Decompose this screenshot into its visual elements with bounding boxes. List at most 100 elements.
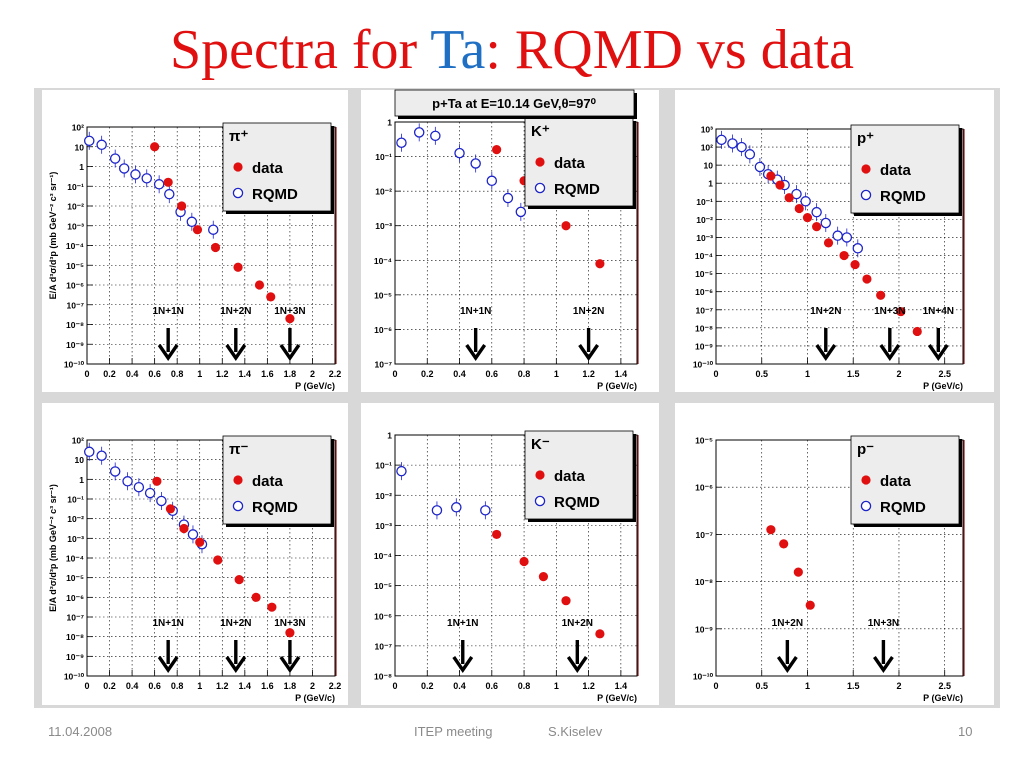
rqmd-point — [502, 192, 514, 204]
y-tick-label: 10² — [72, 123, 84, 133]
threshold-arrow-head — [465, 344, 487, 361]
data-point — [784, 193, 794, 203]
y-tick-label: 10⁻⁷ — [375, 641, 393, 651]
y-tick-label: 10⁻³ — [67, 221, 84, 231]
plot-frame — [715, 439, 964, 677]
y-tick-label: 10⁻⁹ — [66, 652, 84, 662]
rqmd-point — [396, 465, 407, 477]
legend-data-label: data — [554, 468, 586, 485]
data-point — [839, 250, 849, 261]
y-tick-label: 10⁻⁴ — [374, 551, 392, 561]
x-tick-label: 1.8 — [284, 369, 297, 379]
y-tick-label: 10⁻⁶ — [374, 325, 392, 335]
legend-rqmd-label: RQMD — [554, 181, 600, 198]
legend-rqmd-marker — [232, 500, 244, 512]
slide-title: Spectra for Ta: RQMD vs data — [0, 18, 1024, 82]
y-tick-label: 1 — [79, 475, 84, 485]
legend-data-label: data — [252, 160, 284, 177]
threshold-arrow-head — [279, 656, 301, 673]
data-point — [595, 259, 605, 269]
y-tick-label: 10⁻⁷ — [696, 305, 714, 315]
y-tick-label: 10⁻¹⁰ — [64, 672, 85, 682]
x-tick-label: 0.8 — [171, 681, 184, 691]
y-tick-label: 10² — [72, 436, 84, 446]
x-tick-label: 0.6 — [486, 369, 499, 379]
x-axis-label: P (GeV/c) — [597, 381, 637, 391]
y-tick-label: 10 — [75, 455, 85, 465]
rqmd-point — [431, 505, 443, 516]
y-tick-label: 10⁻¹ — [375, 461, 392, 471]
legend-rqmd-marker — [860, 189, 872, 201]
y-tick-label: 10² — [701, 143, 713, 153]
x-tick-label: 1 — [197, 369, 202, 379]
y-tick-label: 10⁻¹ — [67, 182, 84, 192]
threshold-label: 1N+3N — [874, 306, 905, 317]
data-point — [793, 567, 803, 577]
x-tick-label: 0.2 — [103, 369, 116, 379]
threshold-arrow-head — [578, 344, 599, 361]
title-prefix: Spectra for — [169, 19, 431, 81]
x-tick-label: 0.4 — [453, 369, 466, 379]
y-tick-label: 10⁻³ — [67, 534, 84, 544]
y-tick-label: 10⁻¹ — [375, 152, 392, 162]
threshold-arrow-head — [452, 656, 474, 673]
data-point — [794, 203, 804, 214]
x-tick-label: 1.2 — [582, 369, 595, 379]
y-axis-label: E/A d³σ/d³p (mb GeV⁻² c³ sr⁻¹) — [48, 484, 58, 612]
data-point — [519, 556, 529, 567]
legend-rqmd-marker — [232, 187, 244, 199]
x-tick-label: 1.2 — [582, 681, 595, 691]
y-tick-label: 10⁻⁹ — [695, 341, 713, 351]
x-tick-label: 1.6 — [261, 369, 274, 379]
rqmd-point — [413, 127, 425, 138]
threshold-arrow-head — [225, 656, 247, 673]
rqmd-point — [852, 243, 864, 254]
rqmd-point — [144, 487, 156, 499]
x-tick-label: 1.4 — [615, 369, 628, 379]
legend-data-label: data — [880, 162, 912, 179]
data-point — [195, 537, 205, 547]
y-tick-label: 10⁻⁶ — [374, 611, 392, 621]
rqmd-point — [480, 505, 491, 516]
y-tick-label: 10⁻² — [696, 215, 713, 225]
data-point — [213, 555, 223, 565]
y-tick-label: 10 — [75, 142, 85, 152]
rqmd-point — [84, 446, 95, 458]
y-tick-label: 10⁻² — [375, 187, 392, 197]
data-point — [766, 525, 776, 535]
threshold-label: 1N+2N — [810, 306, 841, 317]
energy-banner-text: p+Ta at E=10.14 GeV,θ=97⁰ — [432, 96, 596, 111]
legend-rqmd-label: RQMD — [554, 494, 600, 511]
x-tick-label: 0.6 — [148, 369, 161, 379]
data-point — [805, 600, 815, 610]
rqmd-point — [754, 161, 766, 173]
rqmd-point — [122, 476, 133, 487]
y-tick-label: 10⁻⁸ — [374, 672, 392, 682]
y-tick-label: 1 — [387, 431, 392, 441]
rqmd-point — [716, 134, 727, 146]
data-point — [233, 262, 243, 272]
y-tick-label: 10⁻⁵ — [374, 581, 392, 591]
energy-banner-box — [394, 89, 635, 117]
chart-5: 0 0.2 0.4 0.6 0.8 1 1.2 1.4 10⁻⁸ 10⁻⁷ 10⁻⁶ 10⁻⁵ 10⁻⁴… — [361, 403, 659, 705]
x-axis-label: P (GeV/c) — [923, 693, 963, 703]
chart-3: 0 0.5 1 1.5 2 2.5 10⁻¹⁰ 10⁻⁹ 10⁻⁸ 10⁻⁷ 10⁻⁶ 10⁻⁵ 10⁻… — [675, 90, 994, 392]
x-tick-label: 1.2 — [216, 369, 229, 379]
title-ta: Ta — [430, 19, 486, 81]
rqmd-point — [130, 169, 141, 180]
data-point — [876, 290, 886, 300]
y-tick-label: 10⁻³ — [375, 521, 392, 531]
rqmd-point — [118, 163, 130, 174]
x-tick-label: 1.6 — [261, 681, 274, 691]
x-tick-label: 0 — [713, 681, 718, 691]
y-tick-label: 10⁻² — [375, 491, 392, 501]
x-tick-label: 1 — [197, 681, 202, 691]
x-tick-label: 0 — [392, 369, 397, 379]
chart-1: 0 0.2 0.4 0.6 0.8 1 1.2 1.4 1.6 1.8 2 2.2 10⁻¹⁰ 10⁻⁹ 1… — [42, 90, 348, 392]
x-tick-label: 1.4 — [239, 681, 252, 691]
y-axis-label: E/A d³σ/d³p (mb GeV⁻² c³ sr⁻¹) — [48, 172, 58, 300]
data-point — [912, 326, 922, 337]
footer-page: 10 — [958, 724, 973, 739]
data-point — [150, 142, 160, 152]
x-tick-label: 0.5 — [755, 369, 768, 379]
